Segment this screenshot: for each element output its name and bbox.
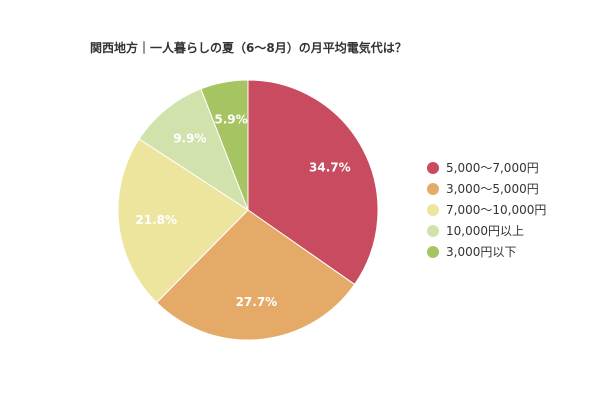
legend-label-0: 5,000〜7,000円 <box>446 161 539 175</box>
legend: 5,000〜7,000円 3,000〜5,000円 7,000〜10,000円 10,… <box>427 157 546 262</box>
legend-label-2: 7,000〜10,000円 <box>446 203 547 217</box>
pie-slice-0 <box>247 79 379 286</box>
pie-slice-4 <box>200 79 249 211</box>
legend-label-4: 3,000円以下 <box>446 245 517 259</box>
legend-swatch-4 <box>427 245 439 258</box>
slice-value-label-3: 9.9% <box>173 131 206 145</box>
legend-swatch-2 <box>427 203 439 216</box>
legend-label-1: 3,000〜5,000円 <box>446 182 539 196</box>
legend-item-4: 3,000円以下 <box>427 241 546 262</box>
legend-swatch-3 <box>427 224 439 237</box>
legend-item-0: 5,000〜7,000円 <box>427 157 546 178</box>
legend-item-3: 10,000円以上 <box>427 220 546 241</box>
pie-slice-3 <box>138 88 250 212</box>
legend-swatch-1 <box>427 182 439 195</box>
slice-value-label-2: 21.8% <box>135 213 177 227</box>
pie-slice-1 <box>155 209 356 341</box>
legend-item-1: 3,000〜5,000円 <box>427 178 546 199</box>
pie-slice-2 <box>117 138 249 304</box>
legend-label-3: 10,000円以上 <box>446 224 524 238</box>
slice-value-label-4: 5.9% <box>214 112 247 126</box>
legend-swatch-0 <box>427 161 439 174</box>
slice-value-label-1: 27.7% <box>236 295 278 309</box>
chart-title: 関西地方｜一人暮らしの夏（6〜8月）の月平均電気代は？ <box>90 41 407 55</box>
legend-item-2: 7,000〜10,000円 <box>427 199 546 220</box>
slice-value-label-0: 34.7% <box>309 160 351 174</box>
